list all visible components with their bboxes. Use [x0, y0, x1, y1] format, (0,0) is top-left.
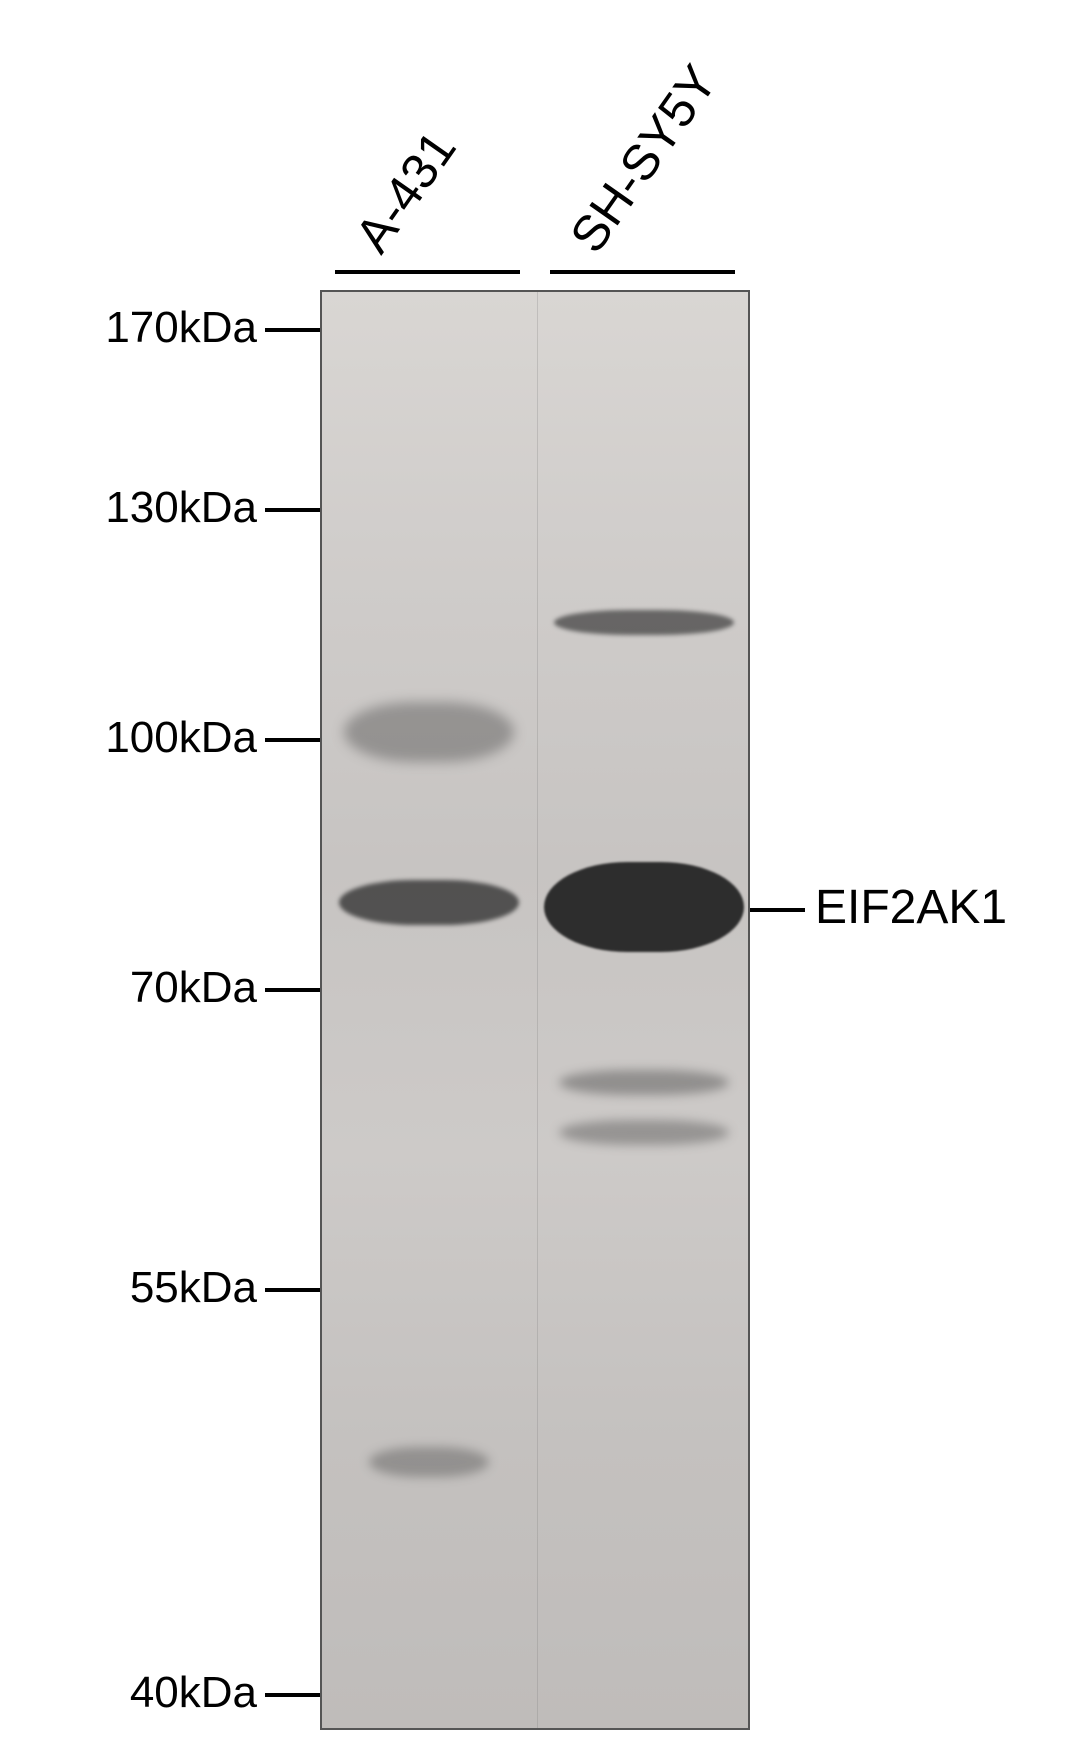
mw-label-0: 170kDa [105, 303, 257, 353]
band-sh-sy5y-3 [559, 1120, 729, 1145]
band-a-431-1 [339, 880, 519, 925]
lane-underline-0 [335, 270, 520, 274]
lane-header-0: A-431 [343, 120, 467, 263]
western-blot-figure: 170kDa 130kDa 100kDa 70kDa 55kDa 40kDa A-431 S… [0, 0, 1080, 1750]
blot-membrane [320, 290, 750, 1730]
mw-tick-0 [265, 328, 320, 332]
mw-label-2: 100kDa [105, 713, 257, 763]
band-sh-sy5y-1 [544, 862, 744, 952]
blot-background [322, 292, 748, 1728]
band-a-431-2 [369, 1447, 489, 1477]
mw-tick-2 [265, 738, 320, 742]
lane-divider [537, 292, 538, 1728]
mw-tick-3 [265, 988, 320, 992]
target-tick [750, 908, 805, 912]
mw-tick-5 [265, 1693, 320, 1697]
mw-label-1: 130kDa [105, 483, 257, 533]
target-label: EIF2AK1 [815, 880, 1007, 935]
mw-tick-1 [265, 508, 320, 512]
mw-label-3: 70kDa [130, 963, 257, 1013]
band-a-431-0 [344, 702, 514, 762]
lane-header-1: SH-SY5Y [558, 54, 728, 263]
mw-tick-4 [265, 1288, 320, 1292]
mw-label-4: 55kDa [130, 1263, 257, 1313]
band-sh-sy5y-2 [559, 1070, 729, 1095]
mw-label-5: 40kDa [130, 1668, 257, 1718]
lane-underline-1 [550, 270, 735, 274]
band-sh-sy5y-0 [554, 610, 734, 635]
